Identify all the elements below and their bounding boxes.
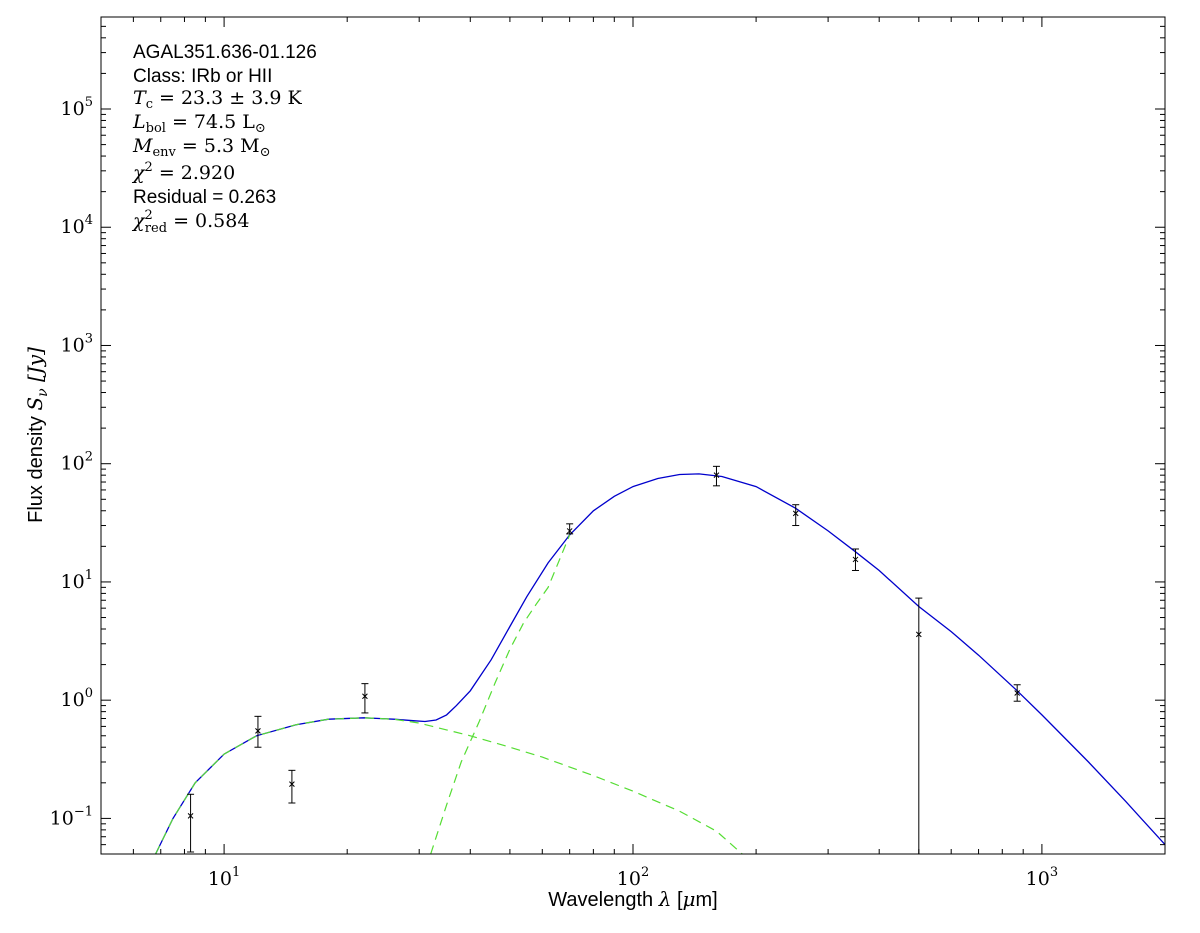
- point-marker: [255, 728, 261, 734]
- data-points: [187, 465, 1021, 854]
- point-marker: [915, 631, 922, 638]
- chi2-line: χ2 = 2.920: [131, 160, 235, 184]
- fit-annotations: AGAL351.636-01.126 Class: IRb or HII Tc …: [131, 42, 317, 236]
- plot-frame: [100, 16, 1166, 855]
- y-tick-label: 101: [61, 568, 93, 593]
- data-point-3: [361, 683, 369, 714]
- model-curve-0: [155, 473, 1165, 854]
- data-point-4: [566, 523, 574, 535]
- point-marker: [792, 510, 799, 517]
- data-point-2: [288, 769, 296, 804]
- x-tick-label: 101: [208, 865, 240, 890]
- data-point-9: [1013, 684, 1021, 702]
- y-tick-label: 100: [61, 686, 93, 711]
- data-point-0: [187, 793, 195, 853]
- y-tick-label: 103: [61, 331, 93, 356]
- tc-line: Tc = 23.3 ± 3.9 K: [133, 87, 303, 112]
- x-tick-labels: 101 102 103: [208, 865, 1058, 890]
- class-line: Class: IRb or HII: [133, 66, 272, 87]
- chi2red-line: χ2 red = 0.584: [131, 208, 249, 236]
- x-tick-label: 102: [617, 865, 649, 890]
- y-tick-label: 10−1: [50, 804, 93, 829]
- y-axis-label: Flux density Sν [Jy]: [23, 347, 51, 523]
- residual-line: Residual = 0.263: [133, 187, 276, 208]
- model-curves: [155, 473, 1165, 854]
- data-point-8: [915, 597, 923, 854]
- y-tick-label: 102: [61, 450, 93, 475]
- menv-line: Menv = 5.3 M⊙: [132, 135, 271, 160]
- point-marker: [566, 528, 573, 534]
- data-point-1: [254, 715, 262, 748]
- y-tick-labels: 10−1 100 101 102 103 104 105: [50, 95, 93, 829]
- y-tick-label: 104: [61, 213, 93, 238]
- source-name: AGAL351.636-01.126: [133, 42, 317, 63]
- data-point-7: [851, 548, 859, 571]
- data-point-5: [712, 465, 720, 487]
- point-marker: [713, 472, 720, 479]
- point-marker: [187, 813, 194, 819]
- point-marker: [852, 556, 859, 563]
- point-marker: [289, 781, 295, 787]
- x-tick-label: 103: [1026, 865, 1058, 890]
- axis-ticks: [100, 16, 1166, 855]
- point-marker: [1014, 690, 1021, 696]
- point-marker: [362, 693, 368, 700]
- lbol-line: Lbol = 74.5 L⊙: [132, 111, 266, 136]
- data-point-6: [792, 504, 800, 527]
- y-tick-label: 105: [61, 95, 93, 120]
- x-axis-label: Wavelength λ [μm]: [548, 887, 717, 911]
- model-curve-2: [430, 534, 571, 854]
- model-curve-1: [155, 717, 743, 854]
